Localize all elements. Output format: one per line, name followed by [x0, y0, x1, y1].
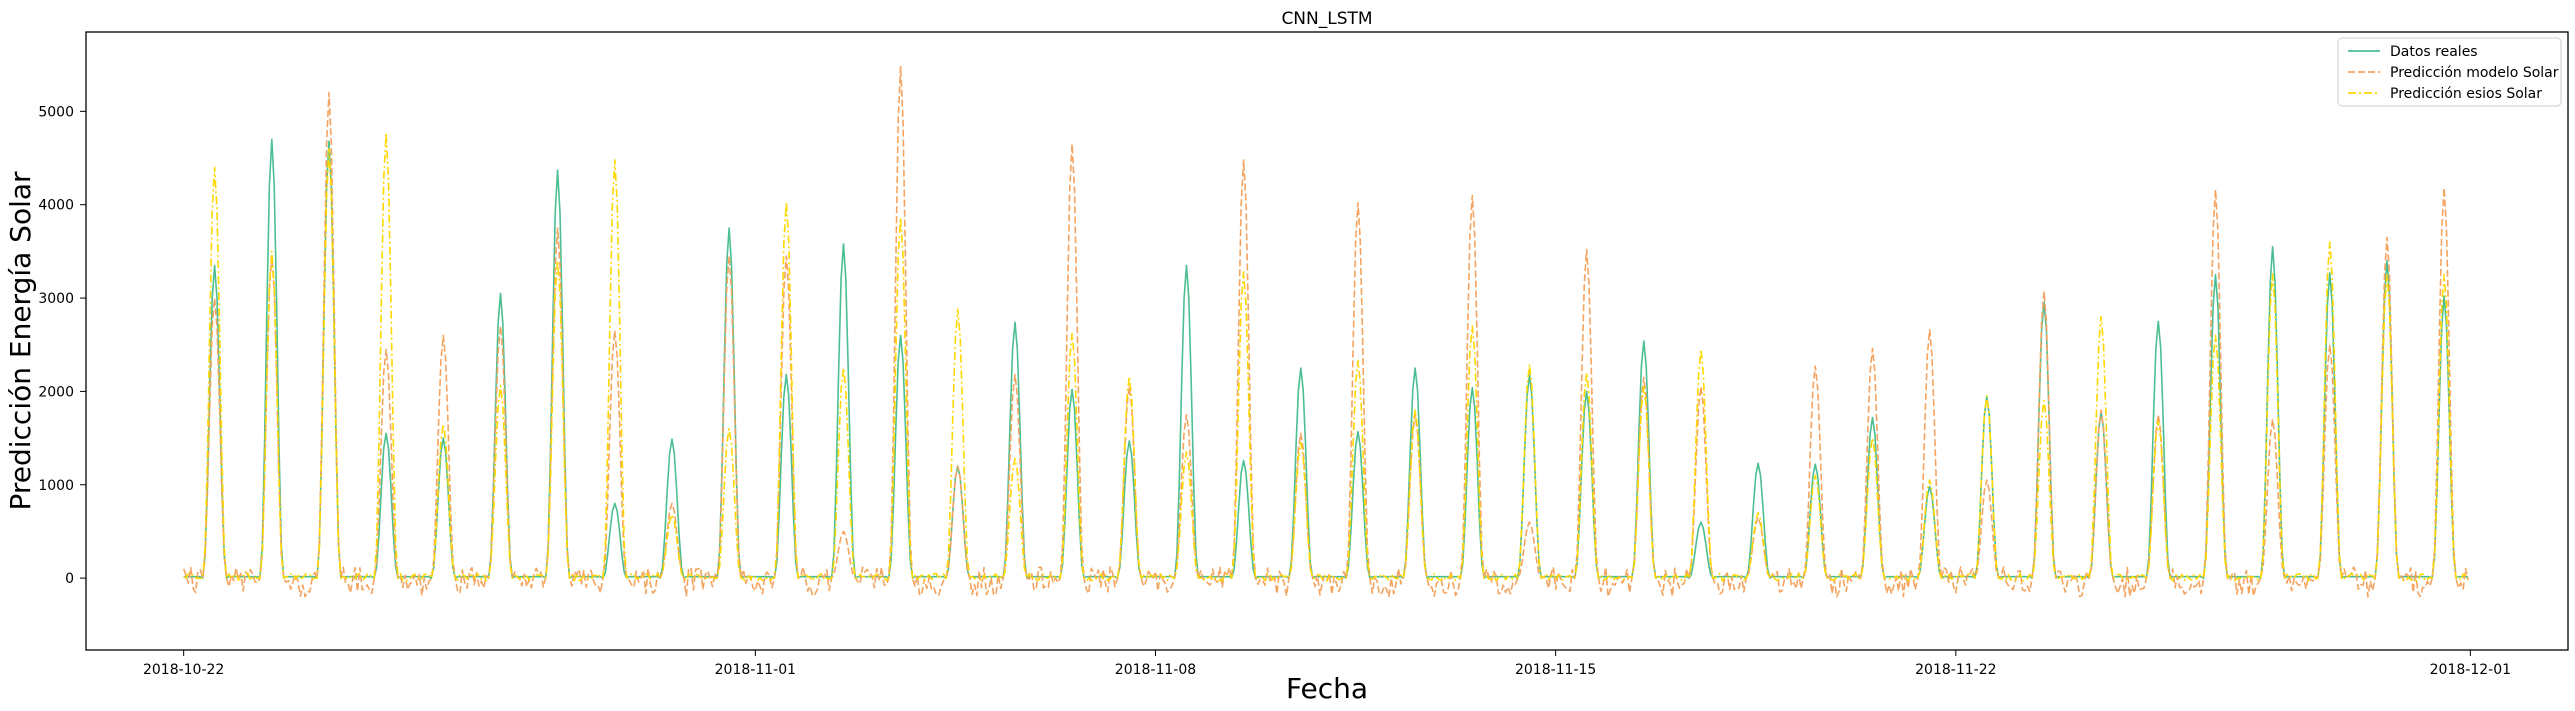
y-tick-label: 4000 — [38, 198, 74, 214]
x-axis-label: Fecha — [1286, 672, 1368, 705]
y-axis-label: Predicción Energía Solar — [4, 171, 37, 511]
legend: Datos reales Predicción modelo Solar Pre… — [2337, 37, 2562, 107]
x-tick-label: 2018-11-08 — [1115, 662, 1196, 678]
legend-label-reales: Datos reales — [2390, 44, 2478, 60]
plot-lines — [182, 65, 2469, 598]
y-tick-label: 1000 — [38, 478, 74, 494]
x-tick-label: 2018-11-01 — [715, 662, 796, 678]
series-line-1 — [182, 65, 2469, 598]
x-tick-label: 2018-11-22 — [1915, 662, 1996, 678]
x-tick-label: 2018-10-22 — [143, 662, 224, 678]
x-tick-label: 2018-12-01 — [2430, 662, 2511, 678]
series-line-2 — [183, 132, 2469, 582]
y-tick-label: 0 — [65, 571, 74, 587]
series-line-0 — [183, 138, 2468, 579]
y-tick-label: 5000 — [38, 104, 74, 120]
chart-title: CNN_LSTM — [1281, 9, 1372, 29]
x-axis: 2018-10-22 2018-11-01 2018-11-08 2018-11-15… — [143, 650, 2511, 678]
y-tick-label: 3000 — [38, 291, 74, 307]
legend-label-modelo: Predicción modelo Solar — [2390, 65, 2559, 81]
plot-frame — [85, 31, 2569, 651]
y-tick-label: 2000 — [38, 384, 74, 400]
legend-label-esios: Predicción esios Solar — [2390, 86, 2542, 102]
x-tick-label: 2018-11-15 — [1515, 662, 1596, 678]
legend-box — [2337, 37, 2562, 107]
y-axis: 0 1000 2000 3000 4000 5000 — [38, 104, 86, 587]
